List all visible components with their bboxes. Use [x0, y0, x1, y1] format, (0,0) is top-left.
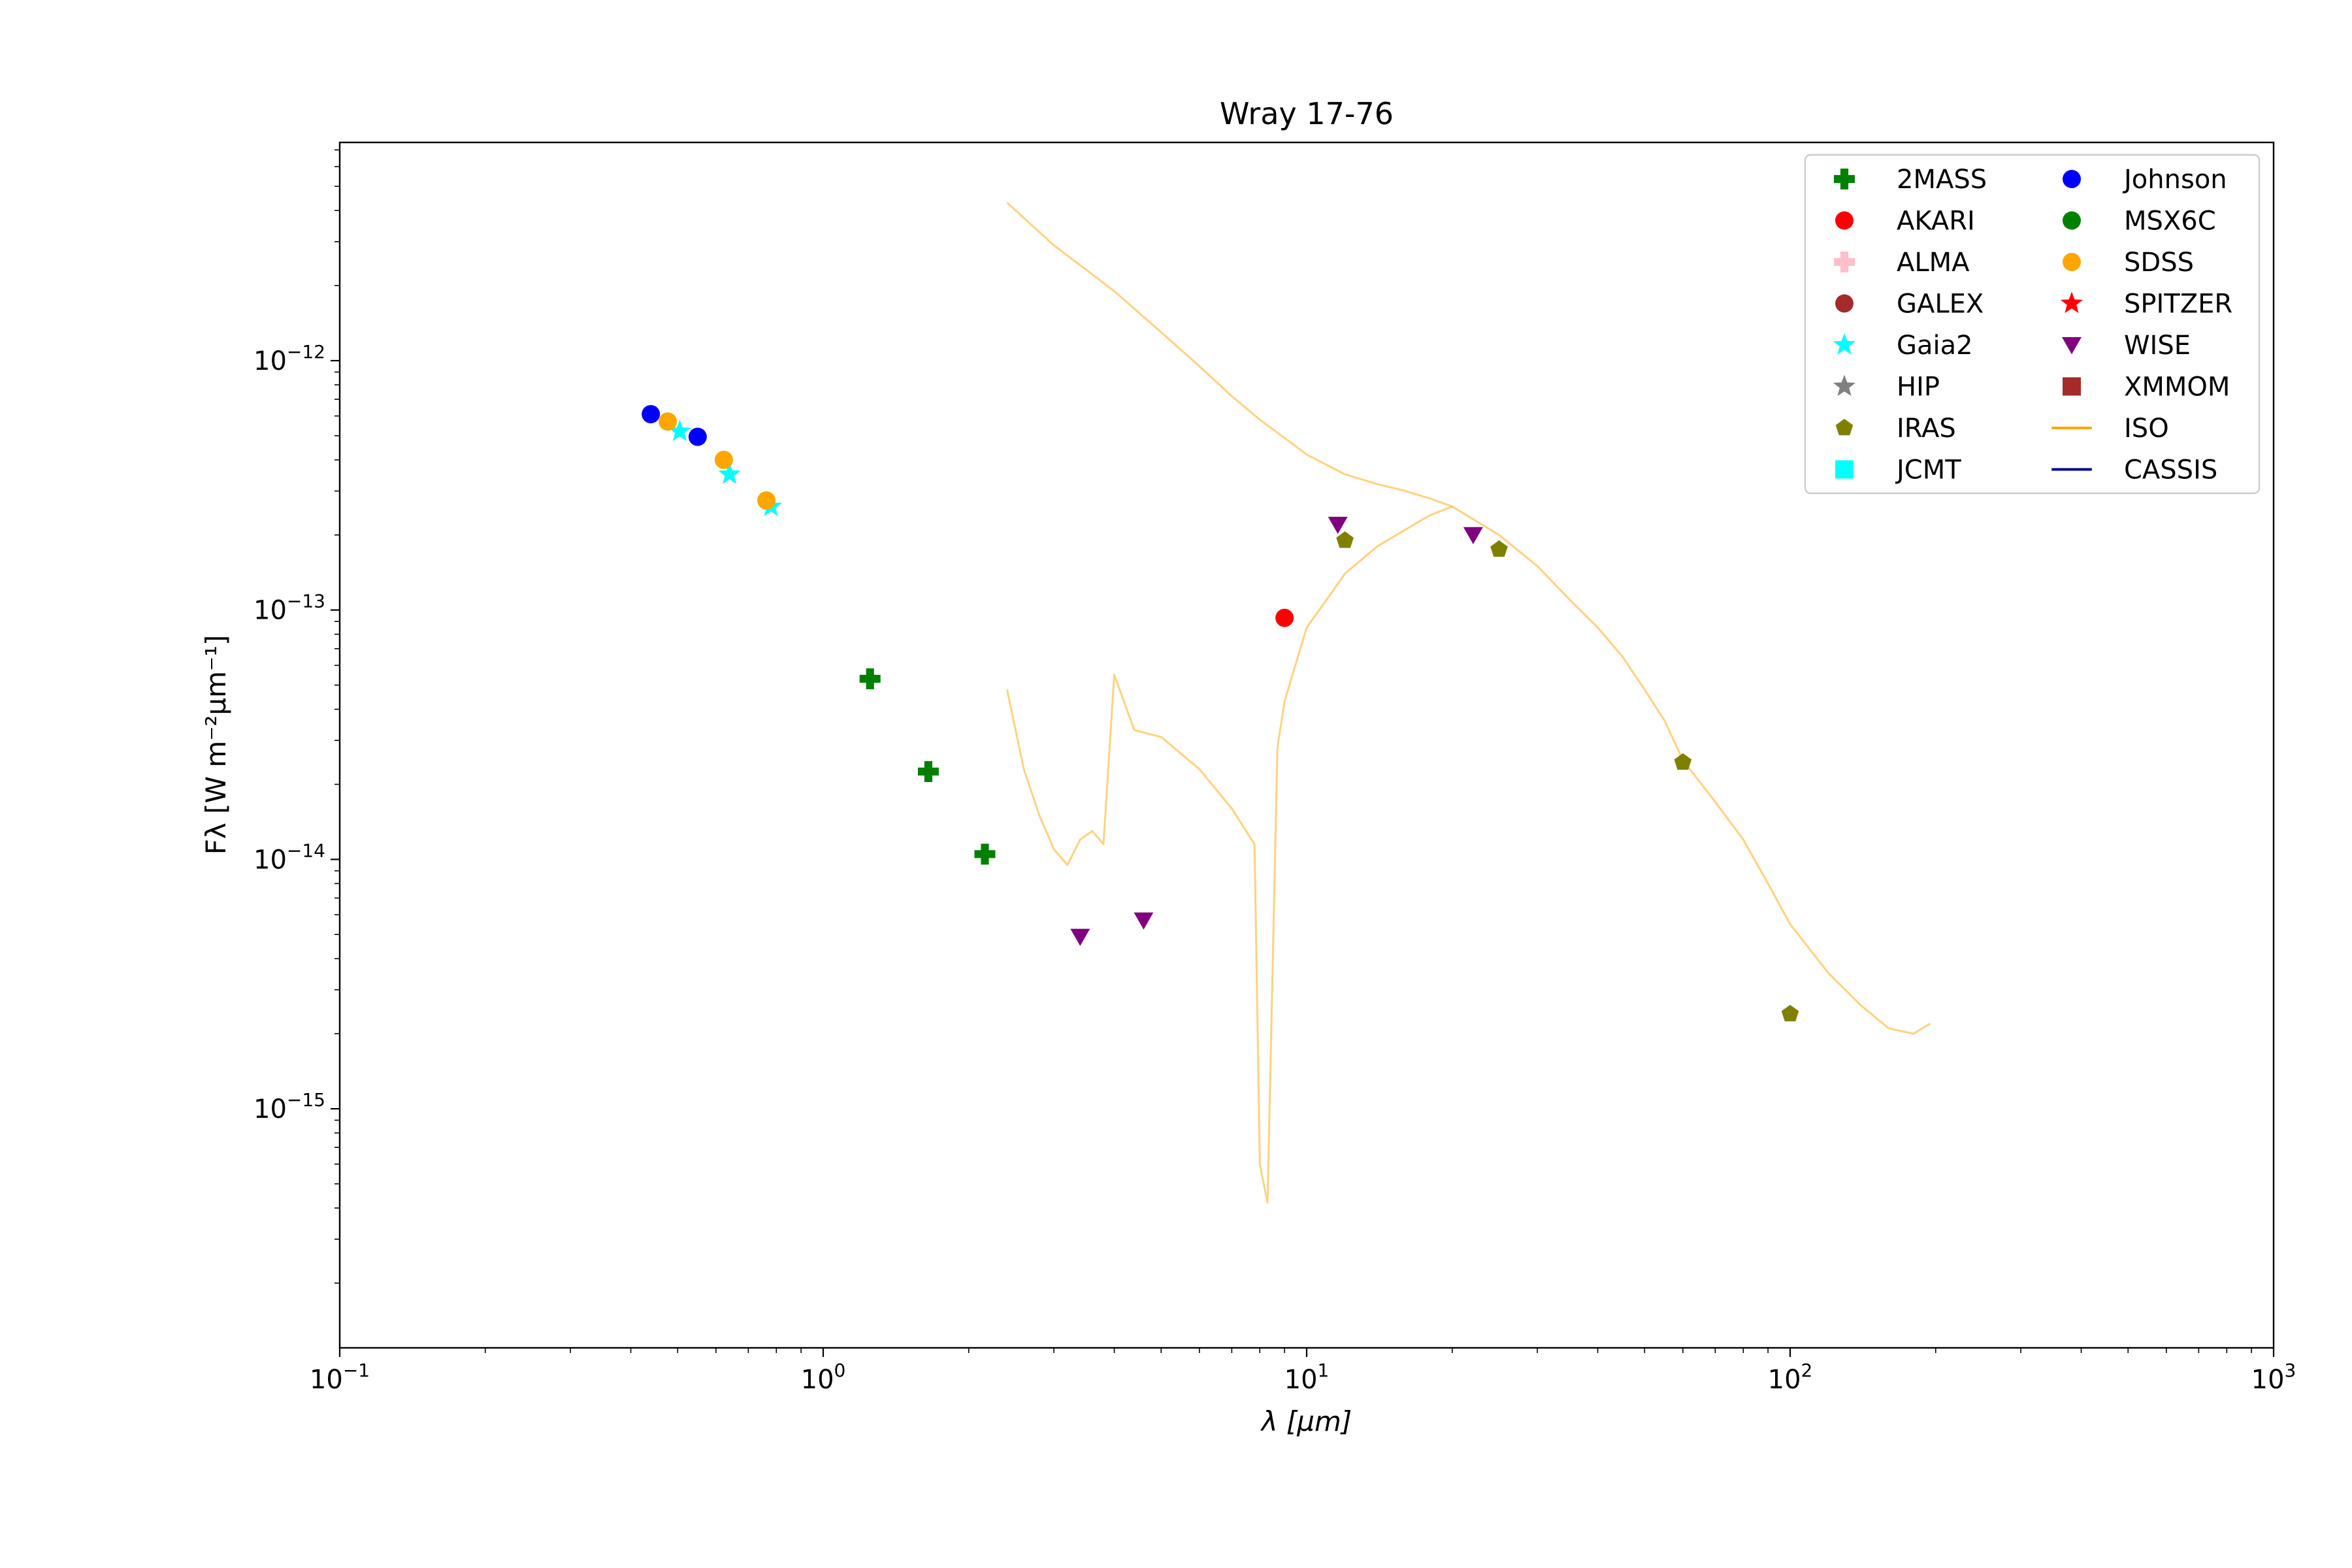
legend: 2MASS AKARI ALMA GALEX Gaia2 HIP IRAS JCMT Johns…: [1804, 154, 2261, 495]
legend-label-gaia2: Gaia2: [1897, 331, 1973, 361]
data-point-iras-3: [1781, 1005, 1799, 1022]
legend-label-msx6c: MSX6C: [2124, 206, 2216, 237]
legend-marker-msx6c: [2063, 211, 2081, 230]
y-tick-label-0: 10−15: [253, 1089, 325, 1124]
legend-box: [1804, 154, 2261, 495]
legend-marker-johnson: [2063, 170, 2081, 188]
data-point-iras-1: [1490, 540, 1508, 557]
data-point-johnson-1: [688, 427, 707, 446]
data-point-2mass-1: [917, 760, 939, 782]
data-point-iras-2: [1674, 753, 1692, 770]
legend-marker-spitzer: [2060, 291, 2083, 314]
data-point-sdss-1: [714, 450, 733, 469]
legend-marker-akari: [1835, 211, 1854, 230]
legend-label-xmmom: XMMOM: [2124, 372, 2230, 402]
legend-marker-galex: [1835, 294, 1854, 313]
legend-label-cassis: CASSIS: [2124, 455, 2217, 485]
legend-label-wise: WISE: [2124, 331, 2191, 361]
data-point-sdss-2: [757, 491, 776, 510]
chart-title: Wray 17-76: [1220, 96, 1394, 131]
x-tick-label-4: 103: [2251, 1360, 2296, 1395]
data-point-akari-0: [1275, 608, 1294, 627]
legend-marker-iras: [1835, 419, 1854, 436]
data-point-iras-0: [1336, 531, 1354, 548]
y-tick-label-2: 10−13: [253, 591, 325, 626]
legend-marker-wise: [2062, 337, 2082, 355]
data-point-sdss-0: [659, 412, 678, 431]
x-axis-label: λ [μm]: [1260, 1405, 1352, 1437]
axis-ticks: 10−1 100 101 102 103 10−15 10−14 10−13 10−12: [253, 149, 2296, 1395]
legend-marker-sdss: [2063, 253, 2081, 271]
y-axis-label: Fλ [W m⁻²μm⁻¹]: [200, 635, 232, 855]
data-point-wise-0: [1070, 928, 1090, 946]
x-tick-label-3: 102: [1768, 1360, 1813, 1395]
data-point-johnson-0: [642, 404, 661, 423]
legend-label-akari: AKARI: [1897, 206, 1975, 237]
legend-label-hip: HIP: [1897, 372, 1940, 402]
legend-marker-xmmom: [2063, 377, 2081, 396]
x-tick-label-0: 10−1: [310, 1360, 370, 1395]
legend-marker-jcmt: [1835, 460, 1854, 479]
data-point-wise-3: [1463, 527, 1483, 545]
legend-label-iras: IRAS: [1897, 414, 1956, 444]
y-tick-label-3: 10−12: [253, 341, 325, 376]
data-point-2mass-2: [974, 843, 996, 865]
iso-spectrum-segment-0: [1006, 202, 1931, 1035]
data-point-gaia2-0: [668, 419, 691, 441]
legend-label-jcmt: JCMT: [1895, 455, 1961, 485]
legend-label-galex: GALEX: [1897, 289, 1984, 319]
legend-label-alma: ALMA: [1897, 248, 1970, 278]
iso-spectrum-segment-1: [1005, 505, 1453, 1204]
y-tick-label-1: 10−14: [253, 840, 325, 875]
x-tick-label-2: 101: [1284, 1360, 1330, 1395]
legend-label-spitzer: SPITZER: [2124, 289, 2232, 319]
legend-marker-gaia2: [1833, 333, 1856, 355]
data-point-wise-2: [1328, 517, 1348, 534]
legend-marker-alma: [1834, 252, 1855, 272]
photometry-markers: [642, 404, 1799, 1022]
legend-label-iso: ISO: [2124, 414, 2169, 444]
x-tick-label-1: 100: [801, 1360, 846, 1395]
legend-marker-2mass: [1834, 169, 1855, 189]
legend-label-johnson: Johnson: [2122, 165, 2227, 195]
legend-label-2mass: 2MASS: [1897, 165, 1987, 195]
data-point-wise-1: [1134, 912, 1154, 930]
iso-spectrum: [1005, 202, 1931, 1204]
legend-marker-hip: [1833, 374, 1856, 397]
data-point-2mass-0: [859, 668, 881, 689]
legend-label-sdss: SDSS: [2124, 248, 2194, 278]
data-point-gaia2-1: [718, 463, 741, 484]
